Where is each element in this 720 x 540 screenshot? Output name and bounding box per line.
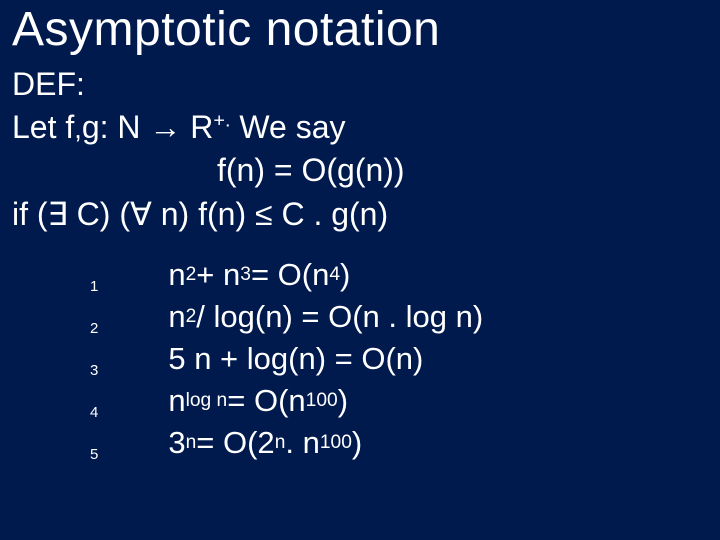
example-number: 4 [90,392,98,434]
def-text: We say [231,109,346,145]
ex-text: n [168,296,185,338]
def-text: R [181,109,213,145]
example-line-1: n2 + n3 = O(n4) [168,254,483,296]
def-label: DEF: [12,63,708,106]
example-line-4: nlog n = O(n100) [168,380,483,422]
leq-symbol: ≤ [255,196,273,232]
example-numbers: 1 2 3 4 5 [90,254,98,476]
ex-text: 5 n + log(n) = O(n) [168,338,423,380]
ex-text: / log(n) = O(n . log n) [196,296,483,338]
def-line-3: if (∃ C) (∀ n) f(n) ≤ C . g(n) [12,193,708,236]
def-line-1: Let f,g: N → R+. We say [12,106,708,149]
def-text: if ( [12,196,48,232]
def-text: C . g(n) [273,196,389,232]
example-number: 2 [90,308,98,350]
ex-text: . n [285,422,319,464]
ex-text: = O(n [227,380,305,422]
ex-text: ) [352,422,362,464]
ex-text: = O(n [251,254,329,296]
example-number: 1 [90,266,98,308]
ex-text: ) [340,254,350,296]
exists-symbol: ∃ [48,196,68,232]
example-line-5: 3n = O(2n . n100) [168,422,483,464]
example-number: 5 [90,434,98,476]
example-line-3: 5 n + log(n) = O(n) [168,338,483,380]
example-lines: n2 + n3 = O(n4) n2 / log(n) = O(n . log … [168,254,483,464]
ex-text: n [168,380,185,422]
definition-block: DEF: Let f,g: N → R+. We say f(n) = O(g(… [12,63,708,236]
def-text: Let f [12,109,74,145]
def-line-2: f(n) = O(g(n)) [12,149,708,192]
slide: Asymptotic notation DEF: Let f,g: N → R+… [0,2,720,476]
def-text: g: N [82,109,150,145]
slide-title: Asymptotic notation [12,2,708,57]
superscript: +. [213,110,230,132]
def-text: n) f(n) [152,196,255,232]
ex-text: 3 [168,422,185,464]
example-number: 3 [90,350,98,392]
arrow-symbol: → [149,109,181,145]
def-text: , [74,113,82,144]
forall-symbol: ∀ [130,196,152,232]
ex-text: + n [196,254,240,296]
examples-block: 1 2 3 4 5 n2 + n3 = O(n4) n2 / log(n) = … [12,254,708,476]
ex-text: ) [338,380,348,422]
ex-text: = O(2 [196,422,274,464]
example-line-2: n2 / log(n) = O(n . log n) [168,296,483,338]
def-text: C) ( [68,196,130,232]
ex-text: n [168,254,185,296]
